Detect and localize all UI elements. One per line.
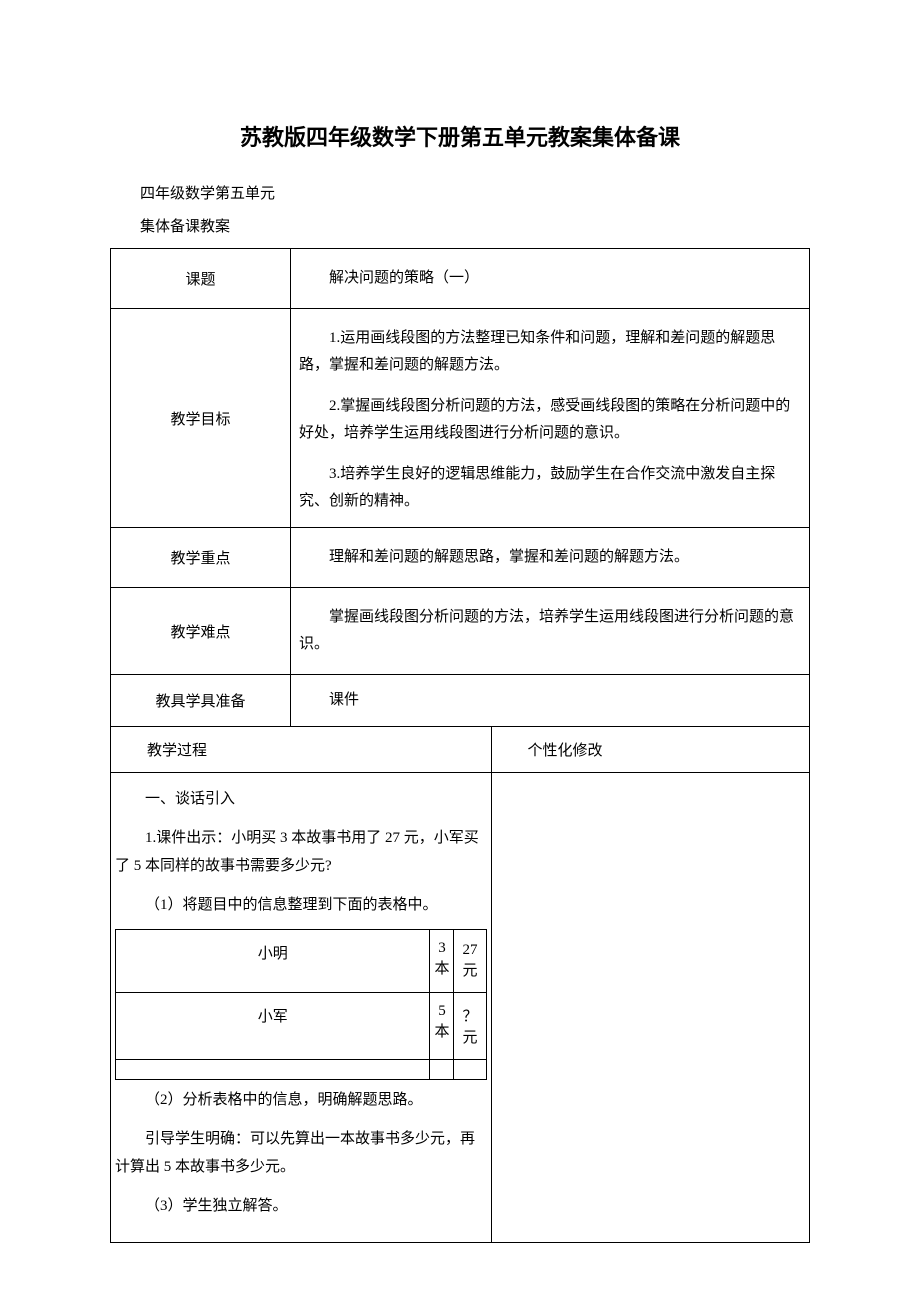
objective-p2: 2.掌握画线段图分析问题的方法，感受画线段图的策略在分析问题中的好处，培养学生运… bbox=[299, 393, 801, 447]
value-tools: 课件 bbox=[291, 675, 810, 727]
difficulty-text: 掌握画线段图分析问题的方法，培养学生运用线段图进行分析问题的意识。 bbox=[299, 604, 801, 658]
document-title: 苏教版四年级数学下册第五单元教案集体备课 bbox=[110, 120, 810, 152]
inner-row-1: 小明 3 本 27 元 bbox=[116, 930, 487, 993]
label-difficulty: 教学难点 bbox=[111, 588, 291, 675]
table-row-keypoint: 教学重点 理解和差问题的解题思路，掌握和差问题的解题方法。 bbox=[111, 528, 810, 588]
label-keypoint: 教学重点 bbox=[111, 528, 291, 588]
table-row-topic: 课题 解决问题的策略（一） bbox=[111, 249, 810, 309]
inner-r2c1: 小军 bbox=[116, 993, 430, 1060]
process-header-table: 教学过程 个性化修改 bbox=[111, 727, 809, 773]
inner-r2c2: 5 本 bbox=[430, 993, 454, 1060]
value-difficulty: 掌握画线段图分析问题的方法，培养学生运用线段图进行分析问题的意识。 bbox=[291, 588, 810, 675]
process-body-table: 一、谈话引入 1.课件出示：小明买 3 本故事书用了 27 元，小军买了 5 本… bbox=[111, 773, 809, 1242]
inner-row-3 bbox=[116, 1060, 487, 1080]
value-keypoint: 理解和差问题的解题思路，掌握和差问题的解题方法。 bbox=[291, 528, 810, 588]
value-topic: 解决问题的策略（一） bbox=[291, 249, 810, 309]
value-objective: 1.运用画线段图的方法整理已知条件和问题，理解和差问题的解题思路，掌握和差问题的… bbox=[291, 309, 810, 528]
example-data-table: 小明 3 本 27 元 小军 5 本 ？元 bbox=[115, 929, 487, 1080]
label-process: 教学过程 bbox=[111, 727, 491, 773]
table-row-process-header: 教学过程 个性化修改 一、谈话引入 1.课件出示：小明买 3 本故事书用了 27… bbox=[111, 727, 810, 1243]
table-row-difficulty: 教学难点 掌握画线段图分析问题的方法，培养学生运用线段图进行分析问题的意识。 bbox=[111, 588, 810, 675]
label-modification: 个性化修改 bbox=[491, 727, 809, 773]
inner-r3c2 bbox=[430, 1060, 454, 1080]
process-content-cell: 一、谈话引入 1.课件出示：小明买 3 本故事书用了 27 元，小军买了 5 本… bbox=[111, 773, 491, 1242]
objective-p1: 1.运用画线段图的方法整理已知条件和问题，理解和差问题的解题思路，掌握和差问题的… bbox=[299, 325, 801, 379]
label-tools: 教具学具准备 bbox=[111, 675, 291, 727]
keypoint-text: 理解和差问题的解题思路，掌握和差问题的解题方法。 bbox=[299, 544, 801, 571]
process-s6: （3）学生独立解答。 bbox=[115, 1192, 487, 1221]
subtitle-plan: 集体备课教案 bbox=[110, 215, 810, 236]
process-s2: 1.课件出示：小明买 3 本故事书用了 27 元，小军买了 5 本同样的故事书需… bbox=[115, 824, 487, 881]
label-topic: 课题 bbox=[111, 249, 291, 309]
inner-r2c3: ？元 bbox=[454, 993, 486, 1060]
process-s1: 一、谈话引入 bbox=[115, 785, 487, 814]
inner-r1c3: 27 元 bbox=[454, 930, 486, 993]
modification-content-cell bbox=[491, 773, 809, 1242]
process-s3: （1）将题目中的信息整理到下面的表格中。 bbox=[115, 891, 487, 920]
inner-r1c1: 小明 bbox=[116, 930, 430, 993]
table-row-tools: 教具学具准备 课件 bbox=[111, 675, 810, 727]
inner-row-2: 小军 5 本 ？元 bbox=[116, 993, 487, 1060]
process-s5: 引导学生明确：可以先算出一本故事书多少元，再计算出 5 本故事书多少元。 bbox=[115, 1125, 487, 1182]
inner-r3c3 bbox=[454, 1060, 486, 1080]
subtitle-unit: 四年级数学第五单元 bbox=[110, 182, 810, 203]
table-row-objective: 教学目标 1.运用画线段图的方法整理已知条件和问题，理解和差问题的解题思路，掌握… bbox=[111, 309, 810, 528]
process-s4: （2）分析表格中的信息，明确解题思路。 bbox=[115, 1086, 487, 1115]
label-objective: 教学目标 bbox=[111, 309, 291, 528]
inner-r1c2: 3 本 bbox=[430, 930, 454, 993]
topic-text: 解决问题的策略（一） bbox=[299, 265, 801, 292]
inner-r3c1 bbox=[116, 1060, 430, 1080]
lesson-plan-table: 课题 解决问题的策略（一） 教学目标 1.运用画线段图的方法整理已知条件和问题，… bbox=[110, 248, 810, 1243]
objective-p3: 3.培养学生良好的逻辑思维能力，鼓励学生在合作交流中激发自主探究、创新的精神。 bbox=[299, 461, 801, 515]
